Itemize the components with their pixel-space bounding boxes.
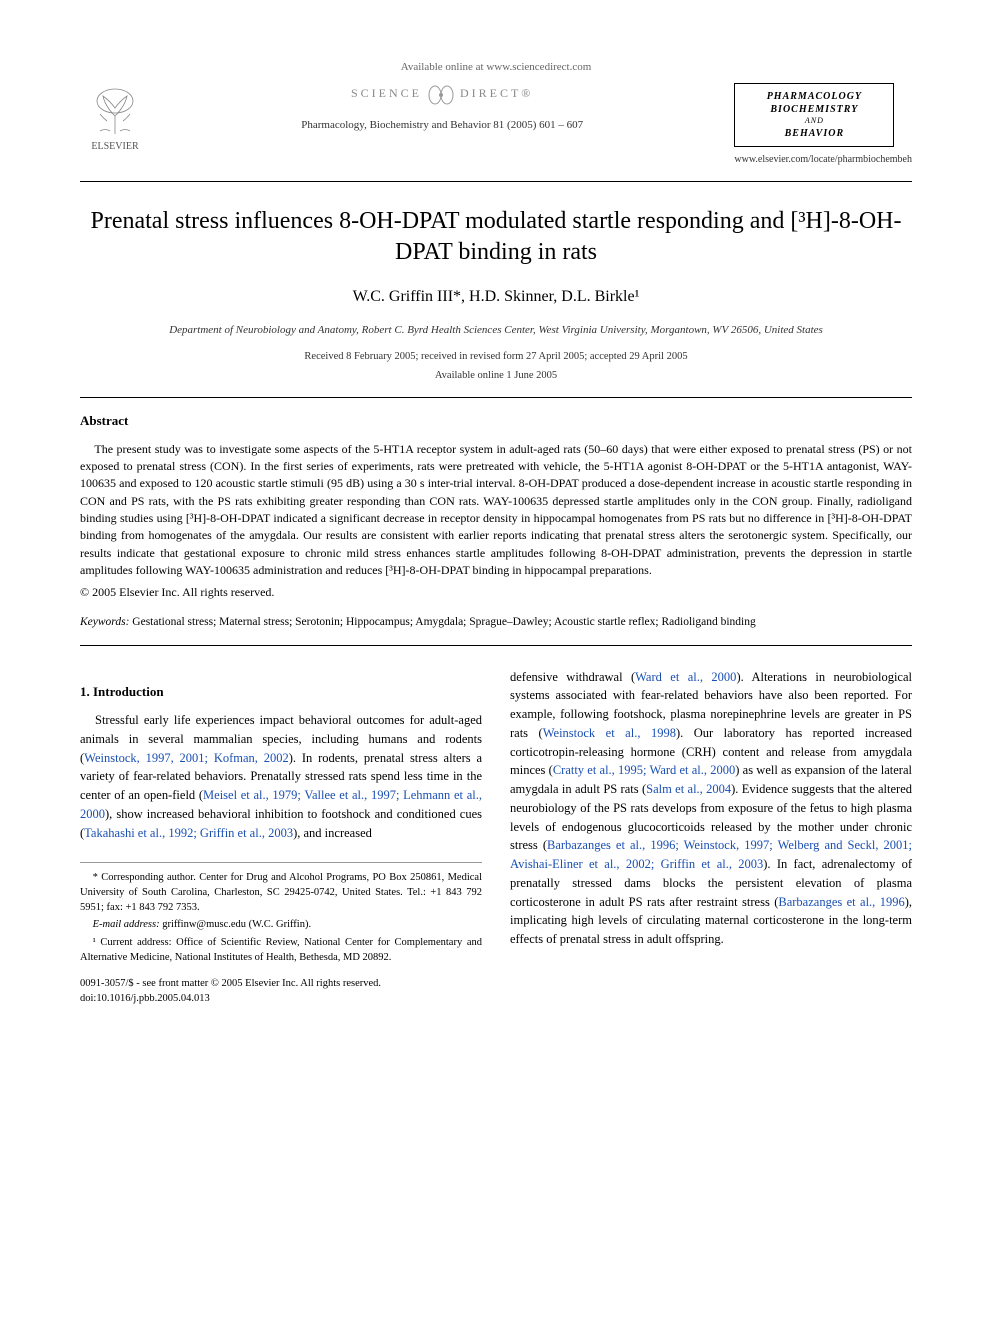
citation-link[interactable]: Cratty et al., 1995; Ward et al., 2000 xyxy=(553,763,735,777)
journal-box-line3: BEHAVIOR xyxy=(745,127,883,140)
doi-line2: doi:10.1016/j.pbb.2005.04.013 xyxy=(80,992,482,1007)
header-row: ELSEVIER SCIENCE DIRECT® Pharmacology, B… xyxy=(80,83,912,166)
citation-link[interactable]: Weinstock et al., 1998 xyxy=(543,726,676,740)
two-column-body: 1. Introduction Stressful early life exp… xyxy=(80,668,912,1007)
rule-after-keywords xyxy=(80,645,912,646)
elsevier-text: ELSEVIER xyxy=(80,140,150,154)
abstract-text: The present study was to investigate som… xyxy=(80,441,912,580)
elsevier-logo: ELSEVIER xyxy=(80,83,150,153)
doi-line1: 0091-3057/$ - see front matter © 2005 El… xyxy=(80,977,482,992)
rule-after-dates xyxy=(80,397,912,398)
article-title: Prenatal stress influences 8-OH-DPAT mod… xyxy=(80,206,912,268)
journal-box-line2: BIOCHEMISTRY xyxy=(745,103,883,116)
column-right: defensive withdrawal (Ward et al., 2000)… xyxy=(510,668,912,1007)
sd-text-2: DIRECT xyxy=(460,86,521,100)
abstract-paragraph: The present study was to investigate som… xyxy=(80,441,912,580)
sciencedirect-icon xyxy=(428,83,454,105)
journal-box-line1: PHARMACOLOGY xyxy=(745,90,883,103)
authors: W.C. Griffin III*, H.D. Skinner, D.L. Bi… xyxy=(80,286,912,308)
doi-block: 0091-3057/$ - see front matter © 2005 El… xyxy=(80,977,482,1006)
journal-reference: Pharmacology, Biochemistry and Behavior … xyxy=(170,118,714,133)
author-address-1: ¹ Current address: Office of Scientific … xyxy=(80,936,482,965)
citation-link[interactable]: Barbazanges et al., 1996 xyxy=(778,895,904,909)
intro-heading: 1. Introduction xyxy=(80,682,482,702)
elsevier-tree-icon xyxy=(80,83,150,138)
dates-online: Available online 1 June 2005 xyxy=(80,369,912,384)
keywords-text: Gestational stress; Maternal stress; Ser… xyxy=(129,616,755,628)
citation-link[interactable]: Weinstock, 1997, 2001; Kofman, 2002 xyxy=(84,751,289,765)
copyright: © 2005 Elsevier Inc. All rights reserved… xyxy=(80,584,912,601)
affiliation: Department of Neurobiology and Anatomy, … xyxy=(80,323,912,338)
header-center: SCIENCE DIRECT® Pharmacology, Biochemist… xyxy=(150,83,734,133)
intro-paragraph-left: Stressful early life experiences impact … xyxy=(80,711,482,842)
citation-link[interactable]: Ward et al., 2000 xyxy=(635,670,736,684)
dates-received: Received 8 February 2005; received in re… xyxy=(80,350,912,365)
journal-url: www.elsevier.com/locate/pharmbiochembeh xyxy=(734,153,912,167)
citation-link[interactable]: Takahashi et al., 1992; Griffin et al., … xyxy=(84,826,293,840)
citation-link[interactable]: Salm et al., 2004 xyxy=(646,782,731,796)
journal-box-and: AND xyxy=(745,116,883,126)
journal-box: PHARMACOLOGY BIOCHEMISTRY AND BEHAVIOR xyxy=(734,83,894,146)
page-container: Available online at www.sciencedirect.co… xyxy=(0,0,992,1047)
journal-box-wrapper: PHARMACOLOGY BIOCHEMISTRY AND BEHAVIOR w… xyxy=(734,83,912,166)
email-label: E-mail address: xyxy=(93,919,160,930)
sciencedirect-logo: SCIENCE DIRECT® xyxy=(170,83,714,105)
keywords-row: Keywords: Gestational stress; Maternal s… xyxy=(80,614,912,630)
email-line: E-mail address: griffinw@musc.edu (W.C. … xyxy=(80,918,482,933)
keywords-label: Keywords: xyxy=(80,616,129,628)
available-online-text: Available online at www.sciencedirect.co… xyxy=(80,60,912,75)
corresponding-author: * Corresponding author. Center for Drug … xyxy=(80,871,482,915)
rule-top xyxy=(80,181,912,182)
email-address: griffinw@musc.edu (W.C. Griffin). xyxy=(160,919,312,930)
abstract-heading: Abstract xyxy=(80,412,912,430)
intro-paragraph-right: defensive withdrawal (Ward et al., 2000)… xyxy=(510,668,912,949)
column-left: 1. Introduction Stressful early life exp… xyxy=(80,668,482,1007)
sd-text-1: SCIENCE xyxy=(351,86,422,100)
footnotes: * Corresponding author. Center for Drug … xyxy=(80,862,482,965)
